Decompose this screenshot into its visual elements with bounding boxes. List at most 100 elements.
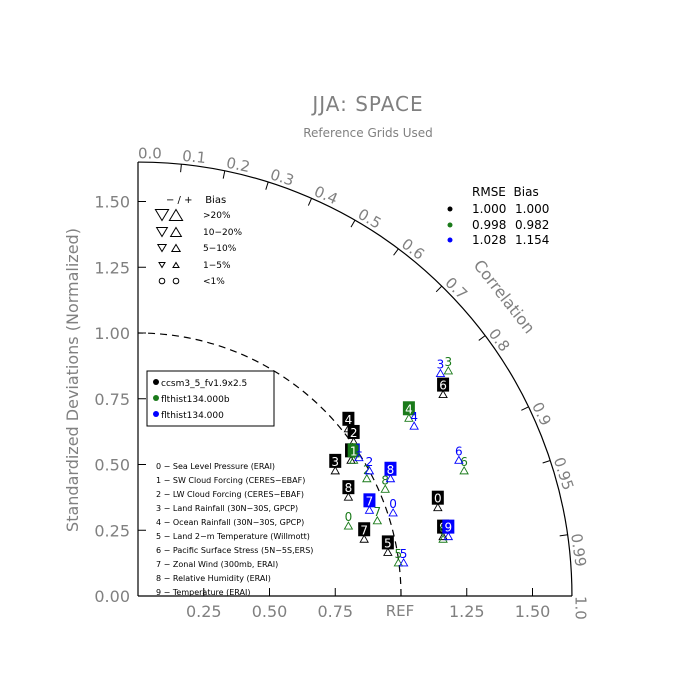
correlation-tick-label: 0.7 [441,274,471,304]
outer-arc [137,161,573,597]
variable-key-item: 8 − Relative Humidity (ERAI) [156,574,271,583]
x-tick-label: 1.50 [515,602,551,621]
data-point-marker [343,521,354,530]
bias-legend-symbols [154,208,184,285]
rmse-row-marker [447,237,453,243]
data-point-marker [330,465,341,475]
correlation-tick-label: 0.99 [567,532,590,568]
y-tick-label: 1.50 [94,193,130,212]
data-points: 012345678901234567890123456789 [329,355,469,567]
ref-label: REF [386,602,415,620]
data-point-label: 7 [374,505,382,519]
variable-key: 0 − Sea Level Pressure (ERAI) 1 − SW Clo… [156,462,313,597]
data-point-marker [372,515,383,525]
correlation-tick [222,170,226,179]
data-point-label: 5 [395,547,403,561]
data-point-box [358,522,371,537]
triangle-up-icon [168,208,184,221]
series-legend-label: flthist134.000 [161,411,224,421]
rmse-row-bias: 1.000 [515,202,549,216]
data-point-box [347,443,360,458]
correlation-tick-label: 0.9 [528,399,555,428]
triangle-up-icon [169,226,183,237]
data-point-marker [433,502,443,512]
data-point-marker [364,505,375,514]
correlation-label: Correlation [470,256,539,337]
data-point-label: 9 [445,521,453,535]
circle-icon [172,277,180,285]
y-tick-label: 0.75 [94,390,130,409]
data-point-label: 6 [455,444,463,458]
data-point-box [342,480,355,495]
triangle-down-icon [158,262,166,269]
correlation-tick-label: 1.0 [571,596,589,620]
data-point-marker [393,558,404,567]
data-point-marker [398,558,409,567]
data-point-label: 2 [350,426,358,440]
data-point-label: 8 [387,463,395,477]
data-point-label: 5 [384,536,392,550]
data-point-marker [454,455,464,464]
data-point-box [342,411,355,426]
data-point-box [381,535,394,550]
rmse-row-bias: 1.154 [515,233,549,247]
bias-legend-row: 5−10% [203,244,237,254]
correlation-tick-label: 0.5 [355,205,385,233]
data-point-marker [343,492,354,501]
data-point-box [402,401,415,416]
correlation-tick-label: 0.3 [268,165,296,189]
correlation-tick-label: 0.1 [181,147,207,167]
data-point-marker [404,413,414,422]
correlation-tick-label: 0.4 [311,182,340,208]
triangle-up-icon [172,261,180,268]
y-axis-label: Standardized Deviations (Normalized) [63,228,82,532]
data-point-label: 1 [350,444,358,458]
correlation-tick [542,460,551,464]
data-point-marker [362,473,372,483]
data-point-label: 6 [439,379,447,393]
series-legend-marker [153,379,159,385]
series-legend: ccsm3_5_fv1.9x2.5 flthist134.000b flthis… [146,370,275,427]
data-point-label: 4 [405,402,413,416]
correlation-tick [393,248,399,256]
data-point-label: 3 [445,355,453,369]
data-point-label: 0 [345,510,353,524]
correlation-tick [478,335,486,341]
correlation-tick-label: 0.0 [138,145,162,163]
series-legend-label: flthist134.000b [161,395,230,405]
variable-key-item: 9 − Temperature (ERAI) [156,588,250,597]
data-point-marker [443,366,454,375]
variable-key-item: 0 − Sea Level Pressure (ERAI) [156,462,275,471]
data-point-label: 4 [345,413,353,427]
variable-key-item: 5 − Land 2−m Temperature (Willmott) [156,532,310,541]
data-point-marker [383,547,393,556]
reference-arc [137,332,402,597]
bias-legend-header: − / + Bias [166,195,226,206]
data-point-box [437,377,450,392]
variable-key-item: 4 − Ocean Rainfall (30N−30S, GPCP) [156,518,304,527]
rmse-row-rmse: 1.000 [472,202,506,216]
data-point-label: 4 [410,410,418,424]
rmse-row-bias: 0.982 [515,218,549,232]
data-point-marker [388,508,398,517]
bias-legend-row: >20% [203,211,231,221]
data-point-label: 1 [355,442,363,456]
triangle-up-icon [170,243,182,252]
data-point-label: 0 [389,497,397,511]
bias-legend-row: 10−20% [203,228,242,238]
data-point-box [363,493,376,508]
x-tick-label: 0.50 [252,602,288,621]
correlation-tick-label: 0.6 [398,235,428,264]
y-tick-label: 1.00 [94,324,130,343]
data-point-marker [443,531,454,541]
data-point-label: 7 [360,523,368,537]
bias-legend-row: 1−5% [203,261,231,271]
correlation-tick [435,285,443,293]
correlation-tick [180,164,182,173]
variable-key-item: 1 − SW Cloud Forcing (CERES−EBAF) [156,476,305,485]
rmse-row-rmse: 1.028 [472,233,506,247]
rmse-row-rmse: 0.998 [472,218,506,232]
y-tick-label: 1.25 [94,258,130,277]
series-legend-marker [153,395,159,401]
data-point-box [442,519,455,534]
